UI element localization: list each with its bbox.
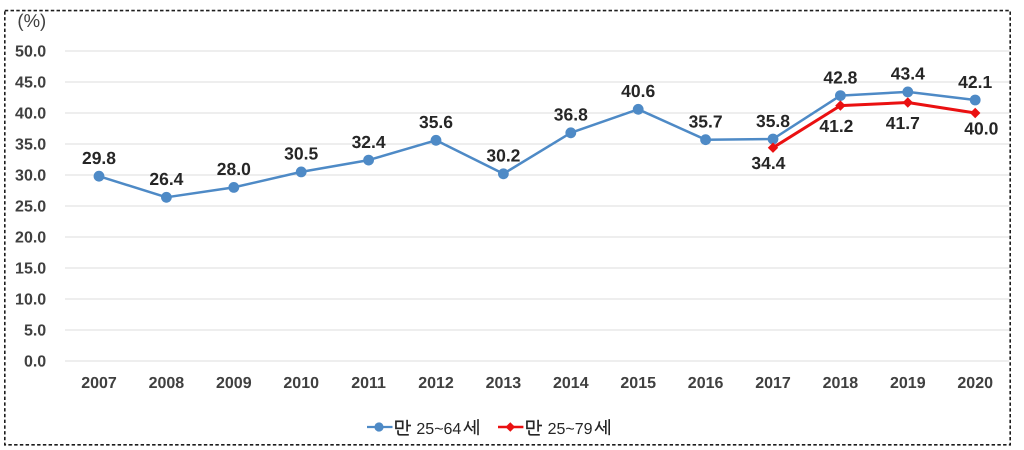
svg-text:41.2: 41.2 bbox=[819, 116, 853, 136]
svg-text:25~64: 25~64 bbox=[416, 421, 461, 438]
svg-text:50.0: 50.0 bbox=[15, 44, 46, 61]
svg-text:2013: 2013 bbox=[486, 375, 522, 392]
svg-text:43.4: 43.4 bbox=[891, 64, 925, 84]
svg-text:2019: 2019 bbox=[890, 375, 926, 392]
svg-text:20.0: 20.0 bbox=[15, 230, 46, 247]
svg-text:29.8: 29.8 bbox=[82, 148, 116, 168]
svg-text:(%): (%) bbox=[17, 10, 46, 31]
svg-text:30.0: 30.0 bbox=[15, 168, 46, 185]
svg-text:42.8: 42.8 bbox=[823, 67, 857, 87]
svg-text:40.0: 40.0 bbox=[15, 106, 46, 123]
svg-text:25.0: 25.0 bbox=[15, 199, 46, 216]
svg-text:36.8: 36.8 bbox=[554, 105, 588, 125]
svg-text:35.0: 35.0 bbox=[15, 137, 46, 154]
svg-text:2017: 2017 bbox=[755, 375, 791, 392]
svg-text:2014: 2014 bbox=[553, 375, 589, 392]
svg-text:2011: 2011 bbox=[351, 375, 386, 392]
svg-text:28.0: 28.0 bbox=[217, 159, 251, 179]
svg-text:2010: 2010 bbox=[283, 375, 319, 392]
svg-text:2020: 2020 bbox=[957, 375, 993, 392]
svg-text:10.0: 10.0 bbox=[15, 292, 46, 309]
svg-text:15.0: 15.0 bbox=[15, 261, 46, 278]
svg-text:42.1: 42.1 bbox=[958, 72, 992, 92]
svg-text:34.4: 34.4 bbox=[751, 153, 785, 173]
svg-text:25~79: 25~79 bbox=[548, 421, 593, 438]
svg-text:35.6: 35.6 bbox=[419, 112, 453, 132]
svg-text:35.7: 35.7 bbox=[689, 112, 723, 132]
svg-text:2012: 2012 bbox=[418, 375, 454, 392]
svg-text:2008: 2008 bbox=[149, 375, 185, 392]
svg-text:2007: 2007 bbox=[81, 375, 117, 392]
svg-text:2018: 2018 bbox=[823, 375, 859, 392]
svg-text:5.0: 5.0 bbox=[24, 323, 46, 340]
svg-text:2016: 2016 bbox=[688, 375, 724, 392]
svg-text:30.2: 30.2 bbox=[486, 146, 520, 166]
svg-text:30.5: 30.5 bbox=[284, 144, 318, 164]
svg-text:40.0: 40.0 bbox=[964, 119, 998, 139]
svg-text:32.4: 32.4 bbox=[352, 132, 386, 152]
svg-text:41.7: 41.7 bbox=[886, 113, 920, 133]
svg-text:45.0: 45.0 bbox=[15, 75, 46, 92]
svg-text:40.6: 40.6 bbox=[621, 81, 655, 101]
svg-text:0.0: 0.0 bbox=[24, 354, 46, 371]
svg-text:35.8: 35.8 bbox=[756, 111, 790, 131]
svg-text:26.4: 26.4 bbox=[149, 169, 183, 189]
svg-text:2009: 2009 bbox=[216, 375, 252, 392]
svg-text:2015: 2015 bbox=[620, 375, 656, 392]
